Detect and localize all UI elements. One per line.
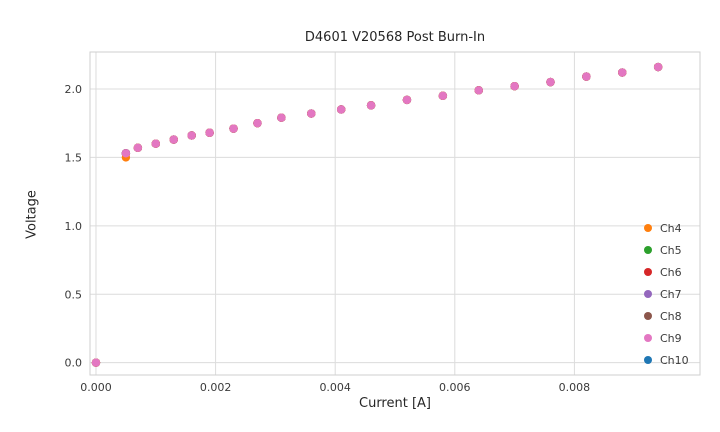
y-tick-label: 1.5 [65, 151, 83, 164]
data-point-Ch9 [653, 62, 663, 72]
legend-label-Ch5: Ch5 [660, 244, 682, 257]
x-tick-label: 0.000 [80, 381, 112, 394]
data-point-Ch9 [91, 358, 101, 367]
plot-frame [89, 51, 701, 376]
x-axis-label: Current [A] [359, 396, 431, 411]
legend-label-Ch6: Ch6 [660, 266, 682, 279]
data-point-Ch9 [307, 109, 316, 118]
data-point-Ch9 [133, 143, 143, 153]
data-point-Ch9 [474, 86, 483, 95]
data-point-Ch9 [546, 77, 555, 87]
data-point-Ch9 [169, 135, 178, 144]
legend-marker-Ch10 [644, 356, 652, 364]
data-point-Ch9 [438, 91, 448, 100]
legend-label-Ch9: Ch9 [660, 332, 682, 345]
data-point-Ch9 [618, 68, 627, 77]
y-tick-label: 0.5 [65, 288, 83, 301]
y-tick-label: 0.0 [65, 357, 83, 370]
data-point-Ch9 [187, 131, 196, 140]
legend-marker-Ch5 [644, 246, 652, 254]
legend-label-Ch4: Ch4 [660, 222, 682, 235]
data-point-Ch9 [253, 118, 262, 128]
data-point-Ch9 [277, 113, 286, 122]
data-point-Ch9 [366, 101, 376, 110]
y-tick-label: 1.0 [65, 220, 83, 233]
y-tick-label: 2.0 [65, 83, 83, 96]
x-tick-label: 0.004 [319, 381, 351, 394]
data-point-Ch9 [582, 72, 591, 81]
x-tick-label: 0.008 [559, 381, 591, 394]
data-point-Ch9 [510, 82, 519, 91]
legend-marker-Ch8 [644, 312, 652, 320]
data-point-Ch9 [402, 95, 412, 105]
legend-marker-Ch4 [644, 224, 652, 232]
data-point-Ch9 [229, 124, 238, 133]
data-point-Ch9 [151, 139, 160, 148]
data-point-Ch9 [121, 149, 131, 158]
x-tick-label: 0.006 [439, 381, 471, 394]
legend-label-Ch10: Ch10 [660, 354, 689, 367]
x-tick-label: 0.002 [200, 381, 232, 394]
legend-label-Ch7: Ch7 [660, 288, 682, 301]
legend-marker-Ch9 [644, 334, 652, 342]
legend-label-Ch8: Ch8 [660, 310, 682, 323]
legend-marker-Ch7 [644, 290, 652, 298]
legend-marker-Ch6 [644, 268, 652, 276]
data-point-Ch9 [205, 128, 214, 137]
chart-title: D4601 V20568 Post Burn-In [304, 30, 486, 45]
data-point-Ch9 [336, 105, 346, 114]
